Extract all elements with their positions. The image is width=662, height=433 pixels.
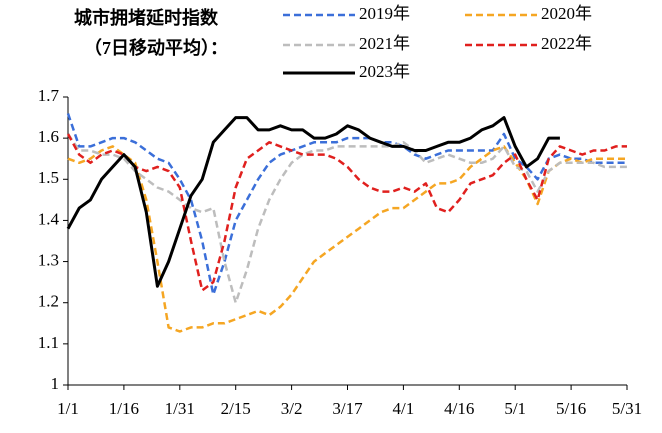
series-line [66, 113, 627, 296]
y-tick-label: 1.3 [38, 250, 59, 269]
y-tick-label: 1.6 [38, 127, 59, 146]
y-tick-label: 1 [51, 374, 60, 393]
x-tick-label: 2/15 [221, 399, 251, 418]
y-tick-label: 1.4 [38, 209, 60, 228]
chart-subtitle: （7日移动平均）： [84, 37, 228, 58]
x-tick-label: 4/16 [444, 399, 474, 418]
series-line [67, 145, 627, 333]
legend-label: 2021年 [359, 34, 410, 53]
x-tick-label: 5/31 [612, 399, 642, 418]
chart-title: 城市拥堵延时指数 [74, 7, 219, 28]
x-tick-label: 3/17 [332, 399, 363, 418]
x-tick-label: 3/2 [281, 399, 303, 418]
legend-label: 2022年 [541, 34, 592, 53]
y-tick-label: 1.1 [38, 333, 59, 352]
x-tick-label: 4/1 [393, 399, 415, 418]
legend-label: 2023年 [359, 62, 410, 81]
x-tick-label: 5/16 [556, 399, 586, 418]
x-tick-label: 5/1 [504, 399, 526, 418]
x-tick-label: 1/16 [109, 399, 139, 418]
y-tick-label: 1.7 [38, 86, 60, 105]
y-tick-label: 1.5 [38, 168, 59, 187]
series-line [66, 133, 627, 304]
series-line [66, 116, 560, 288]
legend-label: 2019年 [359, 4, 410, 23]
x-tick-label: 1/31 [165, 399, 195, 418]
x-tick-label: 1/1 [57, 399, 79, 418]
series-line [66, 133, 627, 292]
legend-label: 2020年 [541, 4, 592, 23]
y-tick-label: 1.2 [38, 292, 59, 311]
